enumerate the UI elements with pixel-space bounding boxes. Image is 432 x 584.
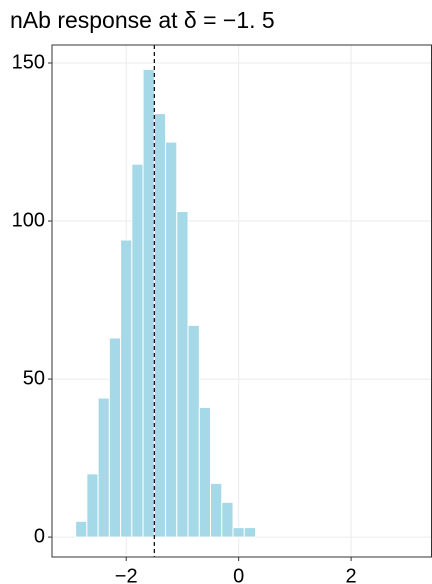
bar [232,527,245,538]
bar [187,324,200,538]
x-tick-label: 0 [233,565,244,584]
y-tick-label: 100 [12,209,45,231]
bar [142,68,155,538]
bar [120,239,133,538]
bar [221,501,234,538]
bar [165,141,178,538]
chart-title: nAb response at δ = −1. 5 [10,7,275,33]
bar [153,113,167,538]
y-tick-label: 0 [34,525,45,547]
x-tick-label: −2 [115,565,138,584]
y-tick-label: 150 [12,51,45,73]
bar [243,527,257,538]
bar [176,211,189,538]
bar [75,520,88,538]
bar [97,397,110,538]
y-tick-label: 50 [23,367,45,389]
bar [210,482,223,538]
bar [108,337,122,538]
bar [198,407,212,538]
x-tick-label: 2 [346,565,357,584]
bar [86,473,99,538]
bar [131,163,144,538]
